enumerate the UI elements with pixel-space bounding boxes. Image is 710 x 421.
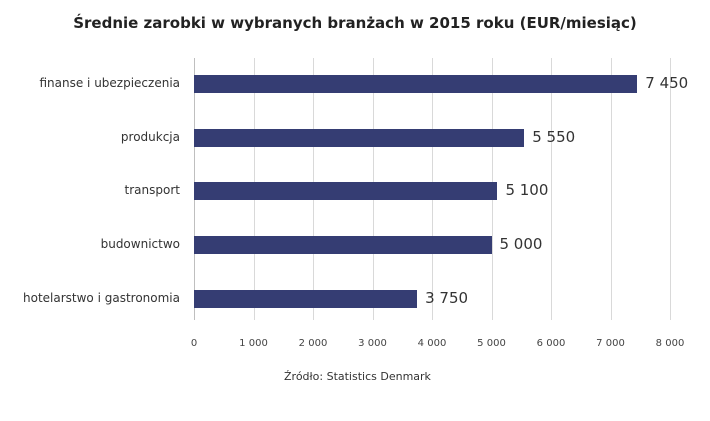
bar (194, 290, 418, 308)
bar-value-label: 5 100 (505, 181, 549, 199)
category-label: produkcja (120, 130, 180, 144)
x-tick-label: 1 000 (239, 338, 268, 349)
bar (194, 75, 638, 93)
x-tick-label: 8 000 (655, 338, 685, 349)
source-note: Źródło: Statistics Denmark (284, 370, 431, 383)
bar (194, 129, 525, 147)
x-tick-label: 7 000 (596, 338, 625, 349)
gridline (670, 58, 671, 320)
chart-title: Średnie zarobki w wybranych branżach w 2… (73, 14, 637, 32)
x-tick-label: 6 000 (536, 338, 566, 349)
x-tick-label: 4 000 (417, 338, 447, 349)
x-tick-label: 5 000 (477, 338, 506, 349)
category-label: budownictwo (100, 237, 180, 251)
bar (194, 236, 492, 254)
bar-value-label: 3 750 (425, 289, 469, 307)
gridline (610, 58, 612, 320)
plot-area: 7 450 5 550 5 100 5 000 3 750 (194, 58, 688, 320)
bar (194, 182, 498, 200)
x-tick-label: 3 000 (358, 338, 387, 349)
bar-value-label: 5 000 (499, 235, 543, 253)
x-tick-label: 2 000 (298, 338, 328, 349)
gridline (551, 58, 552, 320)
x-tick-label: 0 (190, 338, 198, 349)
bar-value-label: 7 450 (645, 74, 689, 92)
category-label: hotelarstwo i gastronomia (23, 291, 180, 305)
category-label: finanse i ubezpieczenia (39, 76, 180, 90)
bar-value-label: 5 550 (532, 128, 576, 146)
category-label: transport (124, 183, 180, 197)
